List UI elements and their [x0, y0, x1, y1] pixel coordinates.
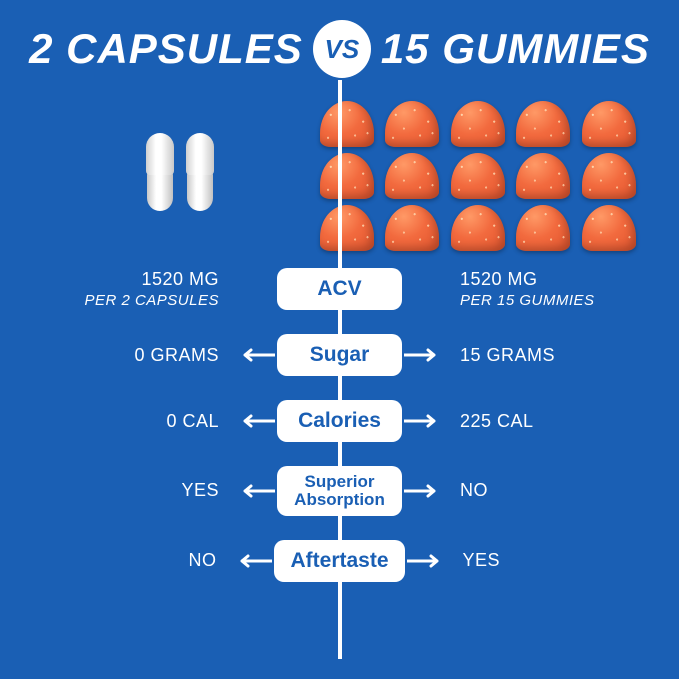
category-label: Sugar [277, 334, 402, 376]
title-right: 15 GUMMIES [381, 25, 650, 73]
arrow-right-icon [402, 347, 442, 363]
left-subvalue: PER 2 CAPSULES [17, 292, 219, 309]
gummy-icon [451, 101, 505, 147]
arrow-right-icon [405, 553, 445, 569]
right-value: 1520 MGPER 15 GUMMIES [442, 269, 662, 309]
left-value: 0 GRAMS [17, 345, 237, 366]
category-label: Aftertaste [274, 540, 404, 582]
gummy-icon [385, 101, 439, 147]
gummy-icon [516, 101, 570, 147]
right-value: NO [442, 480, 662, 501]
title-left: 2 CAPSULES [29, 25, 303, 73]
category-label: Calories [277, 400, 402, 442]
comparison-row: NO Aftertaste YES [0, 540, 679, 582]
category-label: SuperiorAbsorption [277, 466, 402, 516]
left-value: 1520 MGPER 2 CAPSULES [17, 269, 237, 309]
gummy-icon [320, 205, 374, 251]
arrow-right-icon [402, 413, 442, 429]
gummy-icon [582, 101, 636, 147]
arrow-right-icon [402, 483, 442, 499]
gummy-icon [582, 153, 636, 199]
gummy-icon [451, 153, 505, 199]
capsules-area [40, 96, 320, 248]
left-value: NO [14, 550, 234, 571]
gummies-area [320, 96, 639, 248]
comparison-row: 0 CAL Calories 225 CAL [0, 400, 679, 442]
right-subvalue: PER 15 GUMMIES [460, 292, 662, 309]
comparison-row: 0 GRAMS Sugar 15 GRAMS [0, 334, 679, 376]
gummy-icon [582, 205, 636, 251]
arrow-left-icon [237, 483, 277, 499]
gummy-icon [516, 153, 570, 199]
right-value: YES [445, 550, 665, 571]
capsule-icon [146, 133, 174, 211]
gummy-icon [385, 153, 439, 199]
left-value: YES [17, 480, 237, 501]
arrow-left-icon [237, 413, 277, 429]
right-value: 225 CAL [442, 411, 662, 432]
gummy-icon [516, 205, 570, 251]
gummy-icon [385, 205, 439, 251]
comparison-row: YES SuperiorAbsorption NO [0, 466, 679, 516]
gummy-icon [320, 153, 374, 199]
right-value: 15 GRAMS [442, 345, 662, 366]
header: 2 CAPSULES VS 15 GUMMIES [0, 0, 679, 78]
arrow-left-icon [234, 553, 274, 569]
comparison-row: 1520 MGPER 2 CAPSULES ACV 1520 MGPER 15 GU… [0, 268, 679, 310]
arrow-left-icon [237, 347, 277, 363]
gummy-icon [320, 101, 374, 147]
left-value: 0 CAL [17, 411, 237, 432]
capsule-icon [186, 133, 214, 211]
category-label: ACV [277, 268, 402, 310]
gummy-icon [451, 205, 505, 251]
vs-badge: VS [313, 20, 371, 78]
comparison-rows: 1520 MGPER 2 CAPSULES ACV 1520 MGPER 15 GU… [0, 258, 679, 582]
